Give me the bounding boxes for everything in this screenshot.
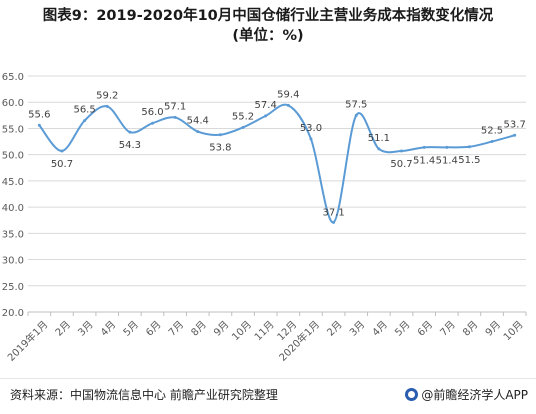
data-label: 50.7 (390, 159, 412, 170)
x-tick-label: 2月 (325, 319, 345, 339)
data-label: 51.4 (413, 155, 435, 166)
x-tick-label: 3月 (76, 319, 96, 339)
y-tick-label: 25.0 (2, 282, 24, 293)
brand-credit: @前瞻经济学人APP (405, 386, 528, 403)
x-tick-label: 6月 (144, 319, 164, 339)
data-label: 53.8 (209, 143, 231, 154)
y-tick-label: 40.0 (2, 203, 24, 214)
data-label: 37.1 (322, 207, 344, 218)
data-point (128, 130, 132, 134)
data-label: 59.2 (96, 90, 118, 101)
y-tick-label: 60.0 (2, 98, 24, 109)
data-point (151, 121, 154, 125)
source-note: 资料来源：中国物流信息中心 前瞻产业研究院整理 (10, 388, 278, 402)
data-label: 50.7 (51, 159, 73, 170)
data-point (218, 133, 222, 137)
data-point (105, 104, 109, 108)
x-tick-label: 9月 (483, 319, 503, 339)
chart-title: 图表9：2019-2020年10月中国仓储行业主营业务成本指数变化情况 (42, 8, 494, 24)
data-point (60, 149, 64, 153)
x-tick-label: 2019年1月 (5, 318, 51, 364)
y-tick-label: 30.0 (2, 256, 24, 267)
data-label: 51.5 (458, 155, 480, 166)
brand-text: @前瞻经济学人APP (421, 388, 528, 402)
data-label: 55.2 (232, 111, 254, 122)
data-point (490, 140, 494, 144)
data-point (467, 145, 471, 149)
chart-title-block: 图表9：2019-2020年10月中国仓储行业主营业务成本指数变化情况 (单位：… (0, 6, 536, 46)
x-tick-label: 3月 (347, 319, 367, 339)
x-tick-label: 11月 (252, 319, 277, 344)
data-point (445, 145, 449, 149)
x-tick-label: 5月 (121, 319, 141, 339)
data-label: 57.1 (164, 101, 186, 112)
x-tick-label: 6月 (415, 319, 435, 339)
data-label: 56.5 (73, 105, 95, 116)
data-label: 57.5 (345, 99, 367, 110)
y-tick-label: 55.0 (2, 124, 24, 135)
data-label: 52.5 (481, 126, 503, 137)
data-label: 51.1 (368, 133, 390, 144)
data-label: 59.4 (277, 89, 299, 100)
data-point (196, 130, 200, 134)
x-tick-label: 8月 (460, 319, 480, 339)
data-point (241, 125, 245, 129)
data-point (377, 147, 381, 151)
data-point (332, 220, 336, 224)
data-point (422, 145, 426, 149)
data-label: 56.0 (141, 107, 163, 118)
data-label: 53.7 (504, 119, 526, 130)
data-label: 55.6 (28, 109, 50, 120)
data-label: 51.4 (436, 155, 458, 166)
y-tick-label: 45.0 (2, 177, 24, 188)
x-tick-label: 4月 (370, 319, 390, 339)
x-tick-label: 8月 (189, 319, 209, 339)
x-tick-label: 9月 (211, 319, 231, 339)
data-point (309, 137, 313, 141)
x-tick-label: 7月 (166, 319, 186, 339)
data-point (354, 113, 358, 117)
data-point (173, 115, 177, 119)
data-point (37, 123, 41, 127)
data-point (83, 119, 87, 123)
data-point (400, 149, 403, 153)
data-label: 54.4 (187, 116, 209, 127)
x-tick-label: 10月 (230, 319, 255, 344)
y-tick-label: 50.0 (2, 151, 24, 162)
x-tick-label: 10月 (501, 319, 526, 344)
x-tick-label: 2月 (53, 319, 73, 339)
y-tick-label: 20.0 (2, 308, 24, 319)
footer-divider (0, 378, 536, 379)
series-line (38, 103, 515, 224)
data-label: 57.4 (255, 100, 277, 111)
x-tick-label: 5月 (393, 319, 413, 339)
y-tick-label: 65.0 (2, 72, 24, 83)
y-tick-label: 35.0 (2, 229, 24, 240)
data-label: 54.3 (119, 140, 141, 151)
data-label: 53.0 (300, 123, 322, 134)
data-point (264, 114, 268, 118)
data-point (513, 133, 517, 137)
x-tick-label: 4月 (98, 319, 118, 339)
data-point (286, 103, 290, 107)
chart-unit: (单位：%) (232, 28, 304, 44)
x-tick-label: 7月 (438, 319, 458, 339)
brand-logo-icon (405, 388, 419, 401)
